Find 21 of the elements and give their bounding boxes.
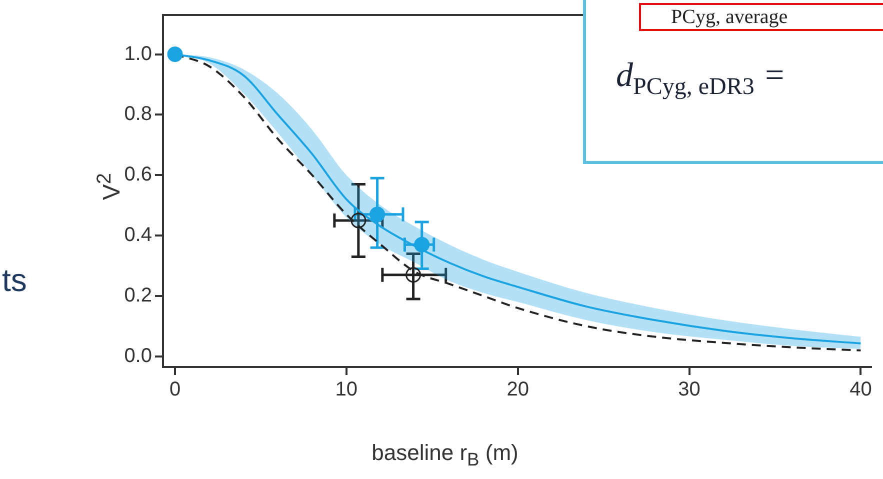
x-tick-label: 0 bbox=[169, 378, 181, 401]
y-tick-label: 0.6 bbox=[124, 164, 152, 186]
point bbox=[406, 267, 422, 283]
point bbox=[167, 46, 183, 62]
text: ts bbox=[2, 262, 27, 299]
text-box: PCyg, average d$_{PCyg, eDR3}$ = bbox=[583, 0, 883, 164]
x-tick-label: 30 bbox=[678, 378, 700, 401]
point bbox=[350, 212, 366, 228]
y-tick-label: 0.8 bbox=[124, 103, 152, 126]
y-tick-label: 0.0 bbox=[124, 344, 152, 367]
annotation: d$_{PCyg, eDR3}$ = bbox=[616, 57, 786, 101]
x-tick-label: 10 bbox=[335, 378, 358, 401]
y-tick-label: 0.4 bbox=[124, 224, 152, 246]
x-tick-label: 40 bbox=[850, 378, 872, 401]
x-tick-label: 20 bbox=[506, 378, 529, 401]
annotation: PCyg, average bbox=[639, 3, 883, 31]
x-axis-title: baseline r$_{B}$ (m) bbox=[370, 440, 520, 470]
y-tick-label: 1.0 bbox=[124, 42, 152, 65]
point bbox=[414, 236, 430, 252]
point bbox=[370, 206, 386, 222]
y-tick-label: 0.2 bbox=[124, 284, 152, 307]
